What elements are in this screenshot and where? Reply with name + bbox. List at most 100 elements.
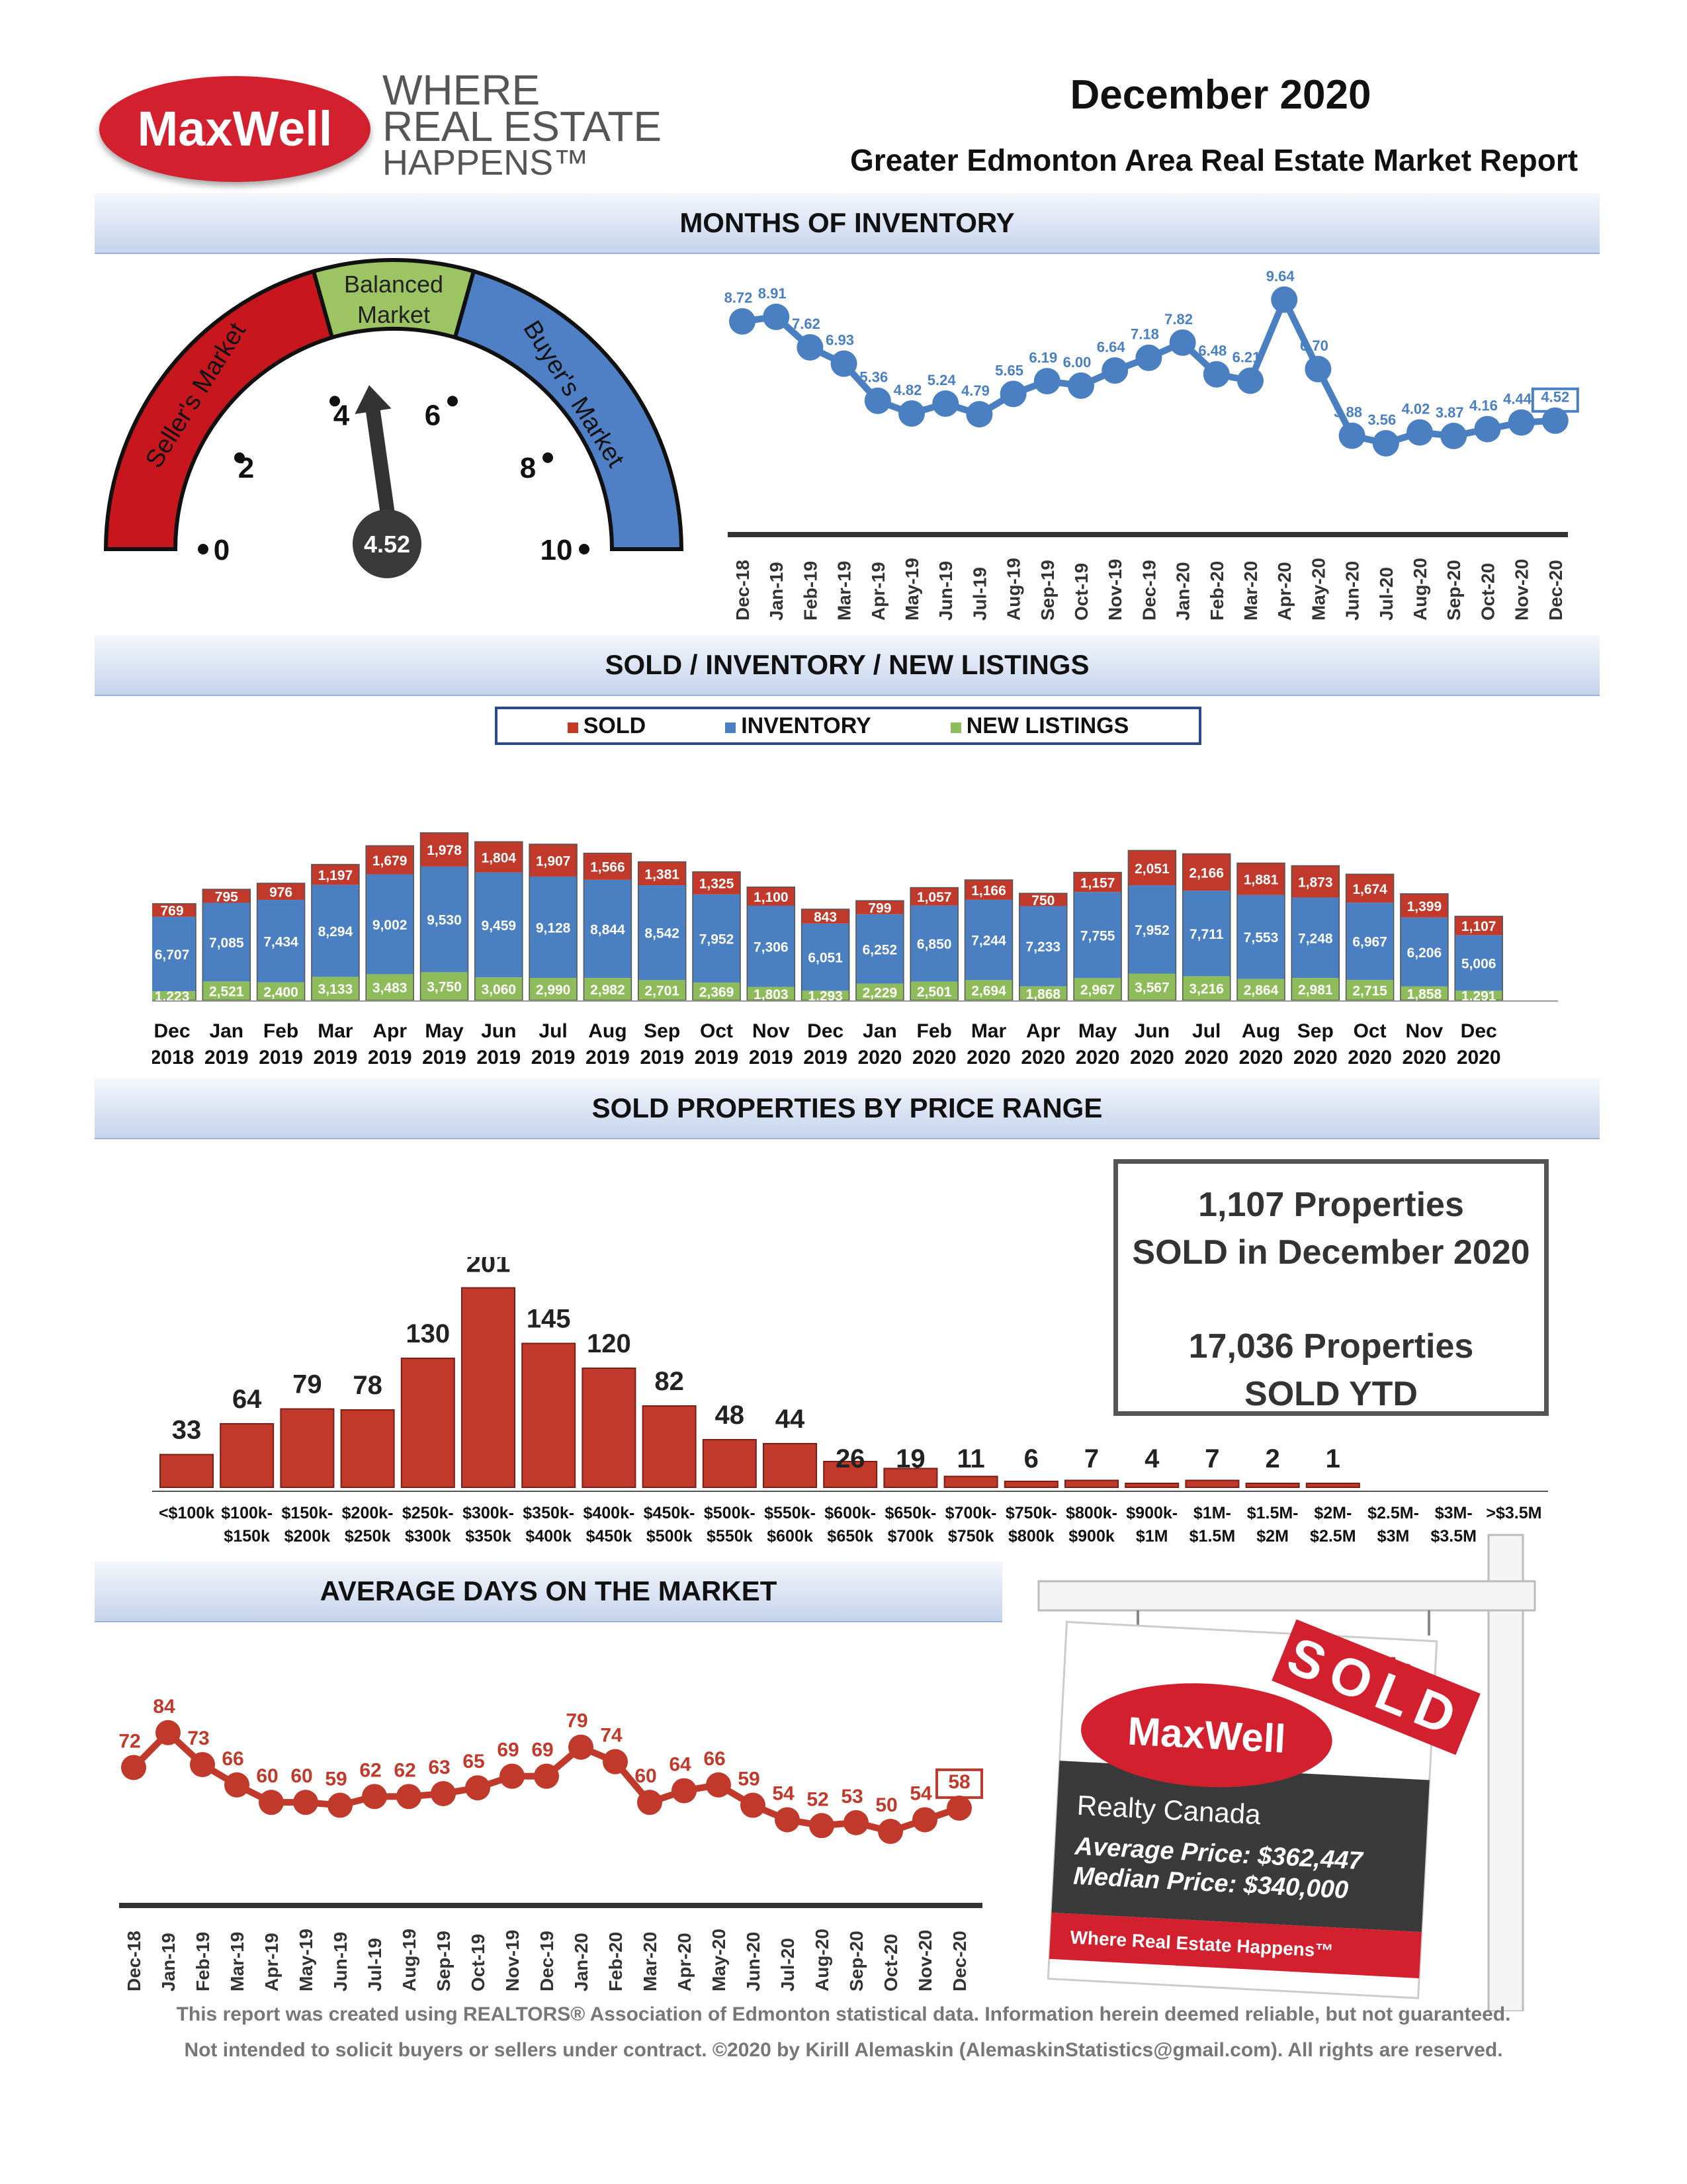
category-year-label: 2018 bbox=[152, 1047, 194, 1069]
price-value-label: 130 bbox=[406, 1319, 450, 1348]
category-month-label: Jan bbox=[863, 1020, 897, 1042]
category-month-label: Oct bbox=[1354, 1020, 1387, 1042]
price-value-label: 2 bbox=[1265, 1444, 1279, 1473]
line-value-label: 6.00 bbox=[1063, 354, 1092, 371]
line-value-label: 8.72 bbox=[724, 290, 753, 306]
line-value-label: 5.36 bbox=[859, 369, 888, 386]
line-point bbox=[1541, 407, 1569, 434]
price-value-label: 82 bbox=[654, 1367, 684, 1396]
bar-sold bbox=[1019, 893, 1067, 906]
price-range-label: $400k- bbox=[583, 1504, 634, 1522]
x-tick-label: Nov-20 bbox=[1512, 559, 1532, 621]
price-value-label: 201 bbox=[466, 1257, 511, 1278]
price-bar bbox=[461, 1287, 515, 1488]
bar-sold bbox=[366, 846, 414, 875]
sold-label: 1,873 bbox=[1298, 875, 1333, 891]
line-point bbox=[932, 390, 959, 417]
gauge-tick-dot bbox=[198, 544, 208, 554]
x-tick-label: Jan-20 bbox=[571, 1933, 591, 1991]
price-bar bbox=[159, 1454, 214, 1488]
line-value-label: 9.64 bbox=[1266, 268, 1295, 284]
bar-sold bbox=[801, 909, 849, 924]
inventory-label: 6,206 bbox=[1407, 945, 1442, 961]
line-point bbox=[1508, 409, 1535, 436]
section-months-of-inventory: MONTHS OF INVENTORY bbox=[95, 193, 1600, 254]
line-value-label: 66 bbox=[222, 1748, 243, 1770]
line-point bbox=[1135, 344, 1162, 371]
sold-label: 750 bbox=[1031, 893, 1055, 908]
category-month-label: May bbox=[425, 1020, 464, 1042]
line-value-label: 6.93 bbox=[826, 332, 854, 349]
line-value-label: 62 bbox=[394, 1759, 415, 1781]
bar-sold bbox=[474, 842, 523, 873]
price-range-label-2: $3M bbox=[1377, 1527, 1410, 1546]
sold-label: 795 bbox=[215, 889, 238, 904]
bar-new-listings bbox=[638, 980, 686, 1000]
new-listings-label: 2,701 bbox=[644, 984, 679, 999]
new-listings-label: 2,864 bbox=[1244, 983, 1279, 998]
new-listings-label: 1,291 bbox=[1461, 989, 1496, 1004]
line-value-label: 4.16 bbox=[1469, 398, 1498, 414]
price-range-label-2: $150k bbox=[224, 1527, 270, 1546]
bar-new-listings bbox=[1019, 986, 1067, 1000]
sold-label: 1,100 bbox=[754, 890, 789, 905]
category-year-label: 2020 bbox=[1348, 1047, 1392, 1069]
category-month-label: Mar bbox=[318, 1020, 353, 1042]
gauge-tick-label: 8 bbox=[520, 452, 536, 484]
price-range-label-2: $250k bbox=[345, 1527, 391, 1546]
line-point bbox=[775, 1807, 800, 1833]
line-point bbox=[637, 1790, 662, 1815]
x-tick-label: Feb-20 bbox=[605, 1932, 626, 1991]
line-last-value-box bbox=[935, 1768, 983, 1799]
sold-label: 1,907 bbox=[536, 853, 571, 869]
line-value-label: 6.19 bbox=[1029, 349, 1057, 366]
line-point bbox=[155, 1720, 181, 1745]
line-point bbox=[431, 1780, 456, 1806]
line-point bbox=[465, 1775, 490, 1801]
sold-inventory-legend: SOLD INVENTORY NEW LISTINGS bbox=[495, 707, 1201, 745]
bar-new-listings bbox=[474, 977, 523, 1000]
x-tick-label: Jul-19 bbox=[969, 567, 990, 621]
inventory-label: 6,850 bbox=[917, 937, 952, 952]
line-point bbox=[1271, 286, 1298, 313]
sold-label: 1,197 bbox=[318, 868, 353, 883]
maxwell-logo: MaxWell bbox=[99, 76, 370, 182]
category-year-label: 2020 bbox=[1457, 1047, 1501, 1069]
line-point bbox=[1169, 329, 1196, 356]
line-point bbox=[1000, 380, 1027, 408]
x-tick-label: Feb-19 bbox=[193, 1932, 213, 1991]
line-point bbox=[1406, 419, 1433, 446]
sold-label: 1,107 bbox=[1461, 919, 1496, 934]
inventory-label: 8,844 bbox=[590, 922, 625, 938]
inventory-label: 6,252 bbox=[863, 942, 898, 957]
x-tick-label: Mar-19 bbox=[834, 561, 855, 621]
bar-inventory bbox=[474, 872, 523, 978]
inventory-label: 7,248 bbox=[1298, 931, 1333, 946]
line-point bbox=[499, 1763, 525, 1789]
bar-inventory bbox=[693, 894, 740, 983]
gauge-needle-head bbox=[355, 385, 392, 414]
new-listings-label: 2,982 bbox=[590, 983, 625, 998]
category-year-label: 2019 bbox=[476, 1047, 521, 1069]
category-month-label: Dec bbox=[153, 1020, 190, 1042]
line-value-label: 7.18 bbox=[1131, 326, 1159, 343]
bar-sold bbox=[1182, 853, 1231, 891]
bar-new-listings bbox=[584, 978, 632, 1000]
sold-label: 1,804 bbox=[482, 850, 517, 865]
price-range-label-2: $2M bbox=[1256, 1527, 1289, 1546]
bar-inventory bbox=[1019, 906, 1067, 986]
price-bar bbox=[763, 1443, 817, 1488]
sold-label: 1,881 bbox=[1244, 873, 1279, 888]
x-tick-label: Oct-19 bbox=[1071, 563, 1092, 621]
price-bar bbox=[220, 1423, 275, 1488]
bar-new-listings bbox=[1074, 978, 1122, 1000]
inventory-label: 8,542 bbox=[644, 926, 679, 941]
line-point bbox=[706, 1772, 731, 1798]
legend-inventory: INVENTORY bbox=[725, 713, 871, 739]
price-value-label: 33 bbox=[172, 1416, 202, 1445]
line-point bbox=[1102, 357, 1129, 384]
x-tick-label: Feb-19 bbox=[800, 561, 820, 621]
bar-sold bbox=[855, 900, 904, 914]
category-month-label: Aug bbox=[1242, 1020, 1280, 1042]
bar-sold bbox=[693, 871, 740, 895]
